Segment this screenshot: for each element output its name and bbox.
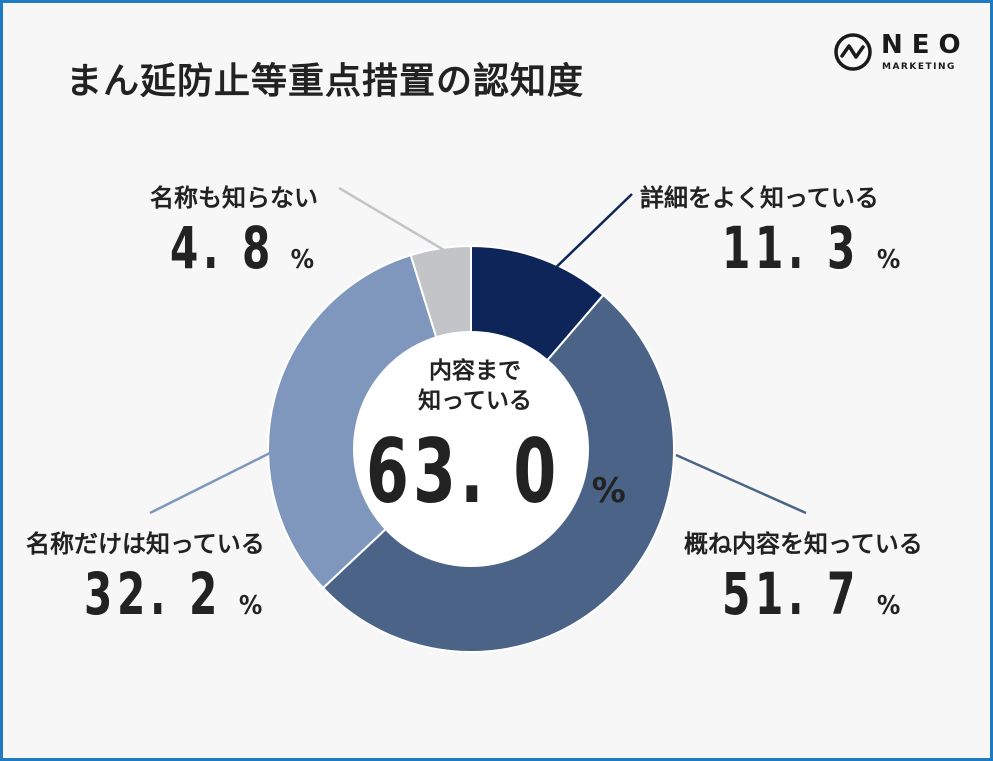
slice-value-detail-unit: % [876, 245, 901, 275]
slice-value-name-only: 32. 2% [84, 560, 262, 628]
center-label-line2: 知っている [418, 388, 532, 414]
slice-value-mostly-number: 51. 7 [722, 560, 860, 628]
center-label: 内容まで 知っている [390, 356, 560, 416]
slice-label-detail: 詳細をよく知っている [640, 184, 879, 212]
leader-detail [544, 193, 633, 279]
logo-name: NEO [881, 30, 970, 60]
neo-marketing-logo: NEO MARKETING [833, 30, 973, 76]
slice-value-detail: 11. 3% [722, 214, 900, 282]
chart-title: まん延防止等重点措置の認知度 [66, 61, 585, 102]
center-label-line1: 内容まで [429, 358, 521, 384]
donut-hole [353, 331, 589, 567]
slice-value-unknown-unit: % [290, 245, 315, 275]
slice-value-unknown-number: 4. 8 [170, 214, 275, 282]
slice-label-name-only: 名称だけは知っている [26, 530, 265, 558]
leader-name-only [149, 451, 271, 515]
slice-label-unknown: 名称も知らない [150, 184, 318, 212]
logo-wave-icon [834, 33, 872, 71]
center-value-number: 63. 0 [366, 420, 561, 523]
center-value-unit: % [591, 471, 626, 511]
slice-value-mostly: 51. 7% [722, 560, 900, 628]
logo-subtitle: MARKETING [882, 62, 956, 72]
slice-label-mostly: 概ね内容を知っている [684, 530, 923, 558]
slice-value-detail-number: 11. 3 [722, 214, 860, 282]
slice-value-name-only-unit: % [238, 591, 263, 621]
leader-mostly [675, 453, 807, 515]
slice-value-name-only-number: 32. 2 [84, 560, 222, 628]
slice-value-mostly-unit: % [876, 591, 901, 621]
slice-value-unknown: 4. 8% [170, 214, 314, 282]
leader-unknown [338, 186, 445, 252]
center-value: 63. 0% [366, 420, 626, 523]
